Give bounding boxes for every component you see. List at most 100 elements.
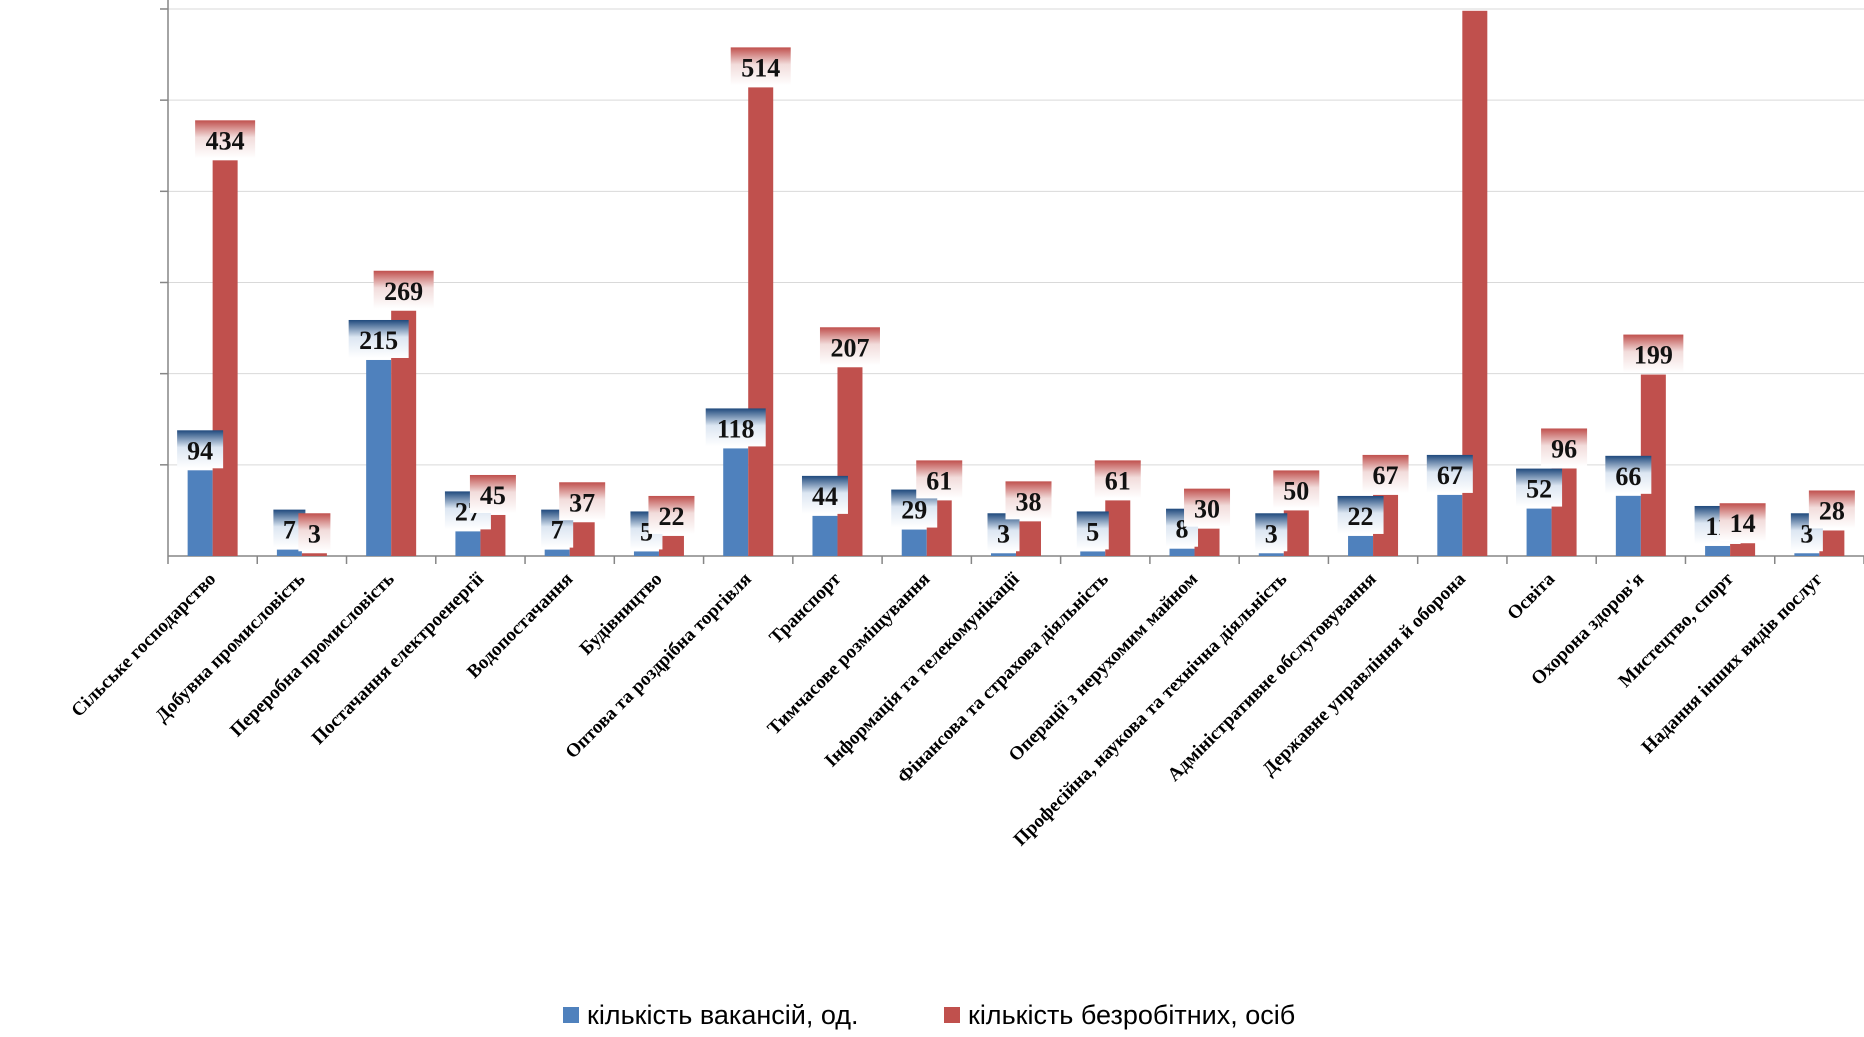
category-label-11: Операції з нерухомим майном <box>1005 569 1202 766</box>
label-unemployed-7: 207 <box>830 333 869 362</box>
data-label-box <box>1605 455 1652 494</box>
label-unemployed-17: 14 <box>1730 509 1756 538</box>
label-vacancies-6: 118 <box>717 414 755 443</box>
bar-vacancies-18 <box>1794 553 1820 556</box>
data-label-box <box>298 513 331 552</box>
data-label-box <box>819 327 880 366</box>
bar-unemployed-4 <box>569 522 595 556</box>
bar-vacancies-1 <box>276 549 302 556</box>
label-vacancies-4: 7 <box>551 516 564 545</box>
category-label-14: Державне управління й оборона <box>1259 568 1471 780</box>
label-vacancies-1: 7 <box>283 516 296 545</box>
label-vacancies-10: 5 <box>1086 517 1099 546</box>
bar-vacancies-2 <box>366 359 392 556</box>
legend: кількість вакансій, од. кількість безроб… <box>563 1000 1295 1030</box>
data-label-box <box>1273 470 1320 509</box>
bar-unemployed-17 <box>1730 543 1756 556</box>
bar-vacancies-10 <box>1080 551 1106 556</box>
bar-vacancies-16 <box>1615 495 1641 556</box>
bar-vacancies-4 <box>544 549 570 556</box>
data-label-box <box>1362 454 1409 493</box>
category-label-7: Транспорт <box>765 568 845 648</box>
data-label-box <box>916 460 963 499</box>
data-label-box <box>730 47 791 86</box>
label-vacancies-13: 22 <box>1348 502 1374 531</box>
data-label-box <box>469 474 516 513</box>
category-label-3: Постачання електроенергії <box>308 568 489 749</box>
bar-vacancies-11 <box>1169 548 1195 556</box>
bar-unemployed-1 <box>301 553 327 556</box>
bar-unemployed-6 <box>748 87 774 556</box>
data-label-box <box>1076 511 1109 550</box>
data-label-box <box>648 495 695 534</box>
bar-vacancies-0 <box>187 470 213 556</box>
legend-label-vacancies: кількість вакансій, од. <box>587 1000 859 1030</box>
bar-unemployed-12 <box>1283 510 1309 556</box>
category-label-15: Освіта <box>1503 568 1559 624</box>
label-unemployed-11: 30 <box>1194 495 1220 524</box>
bars <box>187 10 1845 556</box>
label-vacancies-14: 67 <box>1437 461 1463 490</box>
category-label-5: Будівництво <box>576 569 667 660</box>
bar-unemployed-7 <box>837 367 863 556</box>
label-unemployed-8: 61 <box>926 466 952 495</box>
data-label-box <box>1516 468 1563 507</box>
bar-unemployed-11 <box>1194 528 1220 556</box>
data-label-box <box>1808 490 1855 529</box>
data-label-box <box>987 513 1020 552</box>
label-unemployed-5: 22 <box>658 502 684 531</box>
label-unemployed-6: 514 <box>741 53 780 82</box>
data-label-box <box>1094 460 1141 499</box>
bar-vacancies-8 <box>901 529 927 556</box>
label-unemployed-18: 28 <box>1819 496 1845 525</box>
data-label-box <box>1623 334 1684 373</box>
legend-swatch-vacancies <box>563 1007 579 1023</box>
data-label-box <box>1541 428 1588 467</box>
bar-unemployed-5 <box>658 535 684 556</box>
label-unemployed-12: 50 <box>1283 476 1309 505</box>
data-label-box <box>373 270 434 309</box>
data-label-box <box>559 482 606 521</box>
category-label-8: Тимчасове розміщування <box>764 569 935 740</box>
data-label-box <box>348 319 409 358</box>
label-unemployed-13: 67 <box>1373 461 1399 490</box>
label-unemployed-3: 45 <box>480 481 506 510</box>
label-vacancies-2: 215 <box>359 326 398 355</box>
data-label-box <box>177 430 224 469</box>
data-label-box <box>1005 481 1052 520</box>
label-vacancies-12: 3 <box>1265 519 1278 548</box>
label-vacancies-0: 94 <box>187 436 213 465</box>
data-label-box <box>801 475 848 514</box>
bar-vacancies-3 <box>455 531 481 556</box>
bar-vacancies-14 <box>1437 494 1463 556</box>
category-label-18: Надання інших видів послуг <box>1638 568 1827 757</box>
bar-unemployed-9 <box>1016 521 1041 556</box>
label-unemployed-15: 96 <box>1551 434 1577 463</box>
data-label-box <box>1337 495 1384 534</box>
gridlines <box>160 8 1864 466</box>
label-vacancies-8: 29 <box>901 496 927 525</box>
label-vacancies-15: 52 <box>1526 475 1552 504</box>
label-unemployed-4: 37 <box>569 488 595 517</box>
data-label-box <box>1719 503 1766 542</box>
label-vacancies-7: 44 <box>812 482 838 511</box>
bar-vacancies-13 <box>1348 535 1374 556</box>
bar-vacancies-5 <box>633 551 659 556</box>
label-unemployed-0: 434 <box>206 126 245 155</box>
data-label-box <box>1426 454 1473 493</box>
category-label-1: Добувна промисловість <box>152 569 310 727</box>
category-label-2: Переробна промисловість <box>226 569 399 742</box>
data-label-box <box>705 408 766 447</box>
category-label-0: Сільське господарство <box>67 569 220 722</box>
bar-vacancies-7 <box>812 515 838 556</box>
bar-vacancies-12 <box>1258 553 1284 556</box>
category-label-6: Оптова та роздрібна торгівля <box>562 569 756 763</box>
data-label-box <box>1255 513 1288 552</box>
label-vacancies-9: 3 <box>997 519 1010 548</box>
data-label-box <box>195 120 256 159</box>
label-unemployed-10: 61 <box>1105 466 1131 495</box>
x-axis-ticks <box>167 556 1864 564</box>
bar-unemployed-0 <box>212 160 238 556</box>
